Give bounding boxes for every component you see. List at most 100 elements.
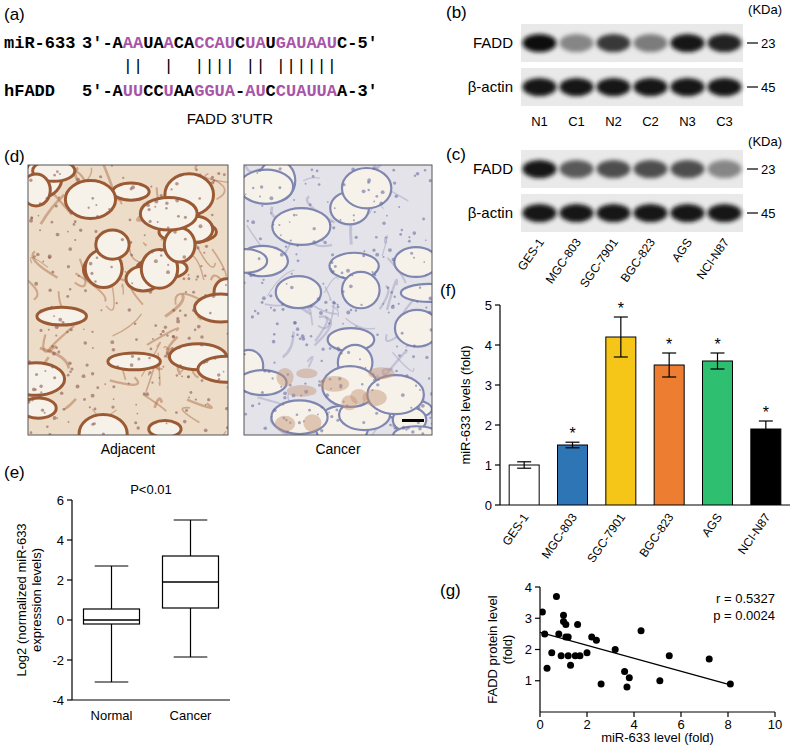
- nucleus: [134, 322, 137, 325]
- nucleus: [194, 329, 197, 332]
- nucleus: [183, 420, 187, 424]
- stroma-fiber: [64, 399, 76, 409]
- nucleus: [282, 404, 284, 406]
- nucleus: [269, 294, 272, 297]
- nucleus: [355, 236, 358, 239]
- band: [707, 160, 741, 178]
- nucleus: [327, 201, 329, 203]
- nucleus: [135, 338, 138, 341]
- annotation: r = 0.5327: [716, 591, 775, 606]
- nucleus: [372, 167, 375, 170]
- nucleus: [207, 398, 210, 401]
- unit-label: (KDa): [748, 134, 782, 149]
- annotation: p = 0.0024: [713, 608, 775, 623]
- gland: [96, 230, 129, 259]
- error-cap: [662, 376, 676, 377]
- nucleus: [137, 357, 140, 360]
- point: [593, 637, 600, 644]
- nucleus: [285, 245, 287, 247]
- pair-bar: |: [164, 57, 174, 76]
- nucleus: [279, 167, 282, 170]
- nucleus: [82, 374, 86, 378]
- y-tick-label: 4: [525, 580, 532, 595]
- nucleus: [201, 379, 204, 382]
- ihc-image: [244, 165, 432, 435]
- nucleus: [53, 376, 56, 379]
- size-label: 45: [761, 206, 775, 221]
- nucleus: [349, 284, 353, 288]
- band: [633, 160, 667, 178]
- nucleus: [337, 349, 340, 352]
- nucleus: [222, 268, 224, 270]
- point: [555, 630, 562, 637]
- nucleus: [152, 338, 154, 340]
- point: [560, 612, 567, 619]
- nucleus: [172, 335, 175, 338]
- nucleus: [146, 203, 150, 207]
- point: [544, 665, 551, 672]
- plot-area: [84, 520, 219, 682]
- nucleus: [211, 181, 214, 184]
- pair-bar: |: [215, 57, 225, 76]
- nucleus: [425, 306, 427, 308]
- nucleus: [261, 301, 264, 304]
- nucleus: [151, 382, 153, 384]
- pair-bar: |: [327, 57, 337, 76]
- panel-label: (a): [4, 5, 25, 24]
- nucleus: [67, 374, 70, 377]
- nucleus: [56, 417, 58, 419]
- pair-bar: |: [225, 57, 235, 76]
- nucleus: [258, 169, 261, 172]
- nucleus: [112, 348, 116, 352]
- nucleus: [395, 194, 398, 197]
- lane-label: MGC-803: [543, 235, 584, 286]
- nucleus: [150, 186, 152, 188]
- nucleus: [256, 172, 258, 174]
- nucleus: [270, 212, 272, 214]
- x-tick-label: NCI-N87: [735, 510, 773, 557]
- nucleus: [48, 255, 52, 259]
- nucleus: [296, 327, 300, 331]
- nucleus: [329, 347, 332, 350]
- nucleus: [388, 311, 390, 313]
- gland: [28, 363, 65, 396]
- gland: [272, 208, 330, 245]
- size-marker: [747, 42, 758, 43]
- nucleus: [177, 215, 180, 218]
- nucleus: [280, 234, 282, 236]
- sequence-end: -3': [347, 82, 378, 101]
- stain: [368, 367, 394, 379]
- nucleus: [339, 219, 341, 221]
- protein-label: FADD: [473, 34, 513, 51]
- nucleotide: U: [133, 82, 143, 101]
- y-tick: [495, 504, 500, 505]
- nucleotide: C: [266, 82, 276, 101]
- nucleus: [112, 385, 115, 388]
- nucleus: [405, 349, 407, 351]
- pair-bar: |: [204, 57, 214, 76]
- label-line: FADD protein level: [485, 595, 500, 703]
- error-cap: [614, 356, 628, 357]
- nucleotide: -: [235, 82, 245, 101]
- lane-label: GES-1: [515, 235, 547, 273]
- nucleus: [188, 274, 190, 276]
- nucleus: [296, 214, 298, 216]
- point: [558, 652, 565, 659]
- blot-membrane: [521, 24, 743, 62]
- nucleus: [137, 426, 140, 429]
- nucleus: [398, 206, 400, 208]
- nucleus: [184, 238, 187, 241]
- nucleus: [55, 205, 58, 208]
- nucleus: [429, 179, 432, 182]
- nucleus: [374, 274, 377, 277]
- band: [522, 34, 556, 52]
- nucleus: [260, 185, 263, 188]
- caption: FADD 3'UTR: [187, 110, 273, 127]
- label-line: expression levels): [29, 548, 44, 652]
- y-tick: [67, 699, 72, 700]
- nucleus: [111, 405, 114, 408]
- nucleus: [425, 274, 427, 276]
- gland: [342, 168, 391, 208]
- error-bar: [717, 353, 718, 369]
- nucleus: [316, 170, 319, 173]
